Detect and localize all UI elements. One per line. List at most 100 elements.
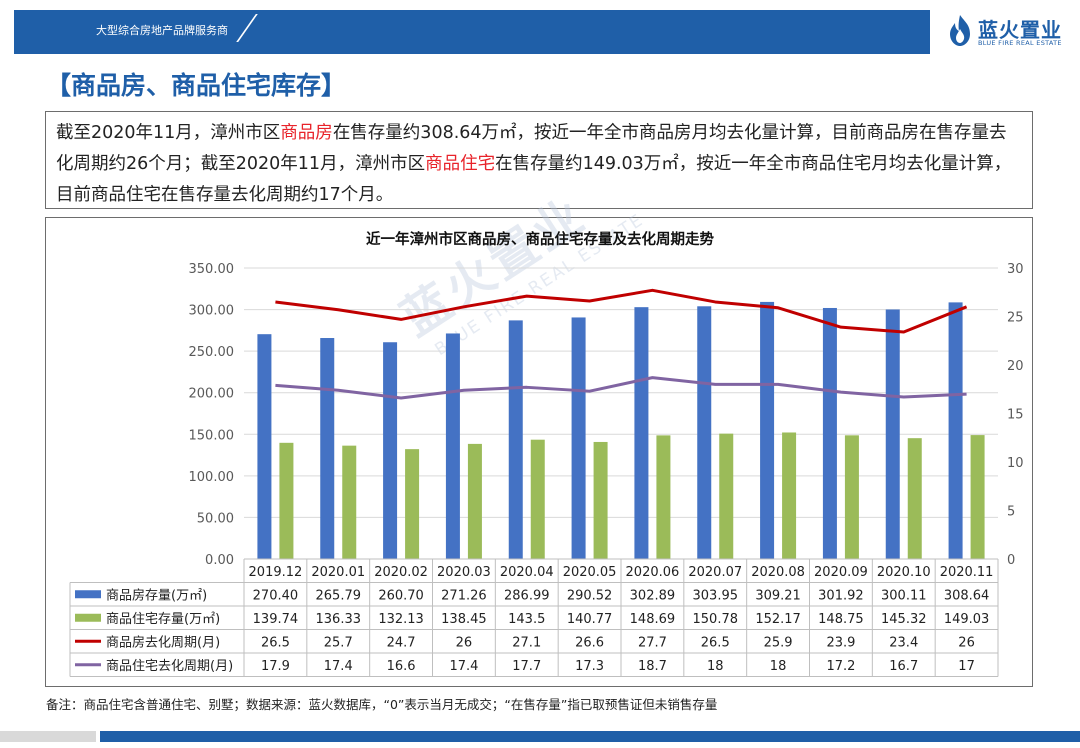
y-tick-left: 250.00	[189, 345, 235, 360]
data-label: 26	[958, 635, 975, 650]
y-tick-right: 0	[1007, 553, 1015, 568]
legend-label: 商品住宅存量(万㎡)	[106, 612, 220, 627]
bar-commercial-stock	[760, 301, 775, 559]
x-tick-label: 2020.03	[437, 565, 491, 580]
data-label: 145.32	[881, 612, 927, 627]
data-label: 17.7	[512, 659, 541, 674]
legend-label: 商品住宅去化周期(月)	[106, 659, 233, 674]
data-label: 18.7	[638, 659, 667, 674]
data-label: 18	[770, 659, 787, 674]
bar-commercial-stock	[383, 342, 398, 559]
line-residential-cycle	[275, 376, 967, 400]
x-tick-label: 2020.07	[688, 565, 742, 580]
data-label: 290.52	[567, 588, 613, 603]
bar-commercial-stock	[885, 309, 900, 559]
y-tick-right: 30	[1007, 262, 1024, 277]
y-tick-left: 200.00	[189, 387, 235, 402]
data-label: 308.64	[944, 588, 990, 603]
data-label: 303.95	[693, 588, 739, 603]
x-tick-label: 2020.11	[940, 565, 994, 580]
data-label: 17.4	[324, 659, 353, 674]
logo-subtext: BLUE FIRE REAL ESTATE	[978, 39, 1062, 47]
data-label: 26.5	[261, 635, 290, 650]
bar-commercial-stock	[697, 306, 712, 559]
y-tick-left: 150.00	[189, 428, 235, 443]
bar-commercial-stock	[948, 302, 963, 559]
data-label: 300.11	[881, 588, 927, 603]
bar-commercial-stock	[634, 307, 649, 559]
data-label: 17.9	[261, 659, 290, 674]
bar-residential-stock	[719, 433, 734, 559]
data-label: 148.69	[630, 612, 676, 627]
bar-residential-stock	[593, 441, 608, 559]
bar-residential-stock	[782, 432, 797, 559]
summary-highlight-commercial: 商品房	[280, 123, 333, 143]
summary-text-1: 截至2020年11月，漳州市区	[56, 123, 281, 143]
data-label: 17.4	[449, 659, 478, 674]
data-label: 139.74	[253, 612, 299, 627]
x-tick-label: 2020.04	[500, 565, 554, 580]
y-tick-left: 300.00	[189, 304, 235, 319]
line-commercial-cycle	[275, 288, 968, 334]
data-label: 17.2	[826, 659, 855, 674]
y-tick-right: 20	[1007, 359, 1024, 374]
data-label: 17	[958, 659, 975, 674]
y-tick-right: 25	[1007, 311, 1024, 326]
data-label: 302.89	[630, 588, 676, 603]
y-tick-right: 10	[1007, 456, 1024, 471]
data-label: 309.21	[755, 588, 801, 603]
data-label: 17.3	[575, 659, 604, 674]
data-label: 23.4	[889, 635, 918, 650]
x-tick-label: 2020.02	[374, 565, 428, 580]
data-label: 26.6	[575, 635, 604, 650]
footer-bar	[100, 731, 1080, 742]
x-tick-label: 2019.12	[249, 565, 303, 580]
bar-residential-stock	[467, 443, 482, 559]
data-label: 136.33	[316, 612, 362, 627]
x-tick-label: 2020.09	[814, 565, 868, 580]
data-label: 26.5	[701, 635, 730, 650]
data-label: 25.9	[764, 635, 793, 650]
y-tick-left: 350.00	[189, 262, 235, 277]
bar-commercial-stock	[445, 333, 460, 559]
bar-commercial-stock	[320, 338, 335, 559]
data-label: 148.75	[818, 612, 864, 627]
x-tick-label: 2020.01	[311, 565, 365, 580]
data-label: 265.79	[316, 588, 362, 603]
data-label: 23.9	[826, 635, 855, 650]
y-tick-left: 50.00	[197, 511, 234, 526]
footnote: 备注：商品住宅含普通住宅、别墅；数据来源：蓝火数据库，“0”表示当月无成交；“在…	[46, 697, 718, 712]
data-label: 152.17	[755, 612, 801, 627]
data-label: 24.7	[387, 635, 416, 650]
data-label: 260.70	[378, 588, 424, 603]
data-label: 16.7	[889, 659, 918, 674]
y-tick-right: 15	[1007, 408, 1024, 423]
summary-box: 截至2020年11月，漳州市区商品房在售存量约308.64万㎡，按近一年全市商品…	[45, 111, 1033, 209]
x-tick-label: 2020.10	[877, 565, 931, 580]
bar-residential-stock	[970, 435, 985, 559]
data-label: 16.6	[387, 659, 416, 674]
bar-commercial-stock	[822, 307, 837, 559]
logo-text: 蓝火置业	[978, 18, 1062, 42]
x-tick-label: 2020.05	[563, 565, 617, 580]
data-label: 150.78	[693, 612, 739, 627]
legend-swatch	[75, 613, 101, 622]
page-title: 【商品房、商品住宅库存】	[46, 71, 347, 100]
bar-commercial-stock	[571, 317, 586, 559]
data-label: 271.26	[441, 588, 487, 603]
legend-label: 商品房存量(万㎡)	[106, 587, 207, 603]
bar-commercial-stock	[508, 320, 523, 559]
data-label: 27.1	[512, 635, 541, 650]
data-label: 18	[707, 659, 724, 674]
summary-text-2: 在售存量约308.64万㎡，按近一年全市商品房月均去化量计算，目前商品房在售存量…	[56, 123, 1007, 174]
bar-residential-stock	[656, 435, 671, 559]
legend-swatch	[75, 590, 101, 599]
data-label: 140.77	[567, 612, 613, 627]
bar-commercial-stock	[257, 334, 272, 559]
data-label: 149.03	[944, 612, 990, 627]
data-label: 27.7	[638, 635, 667, 650]
data-label: 301.92	[818, 588, 864, 603]
data-label: 25.7	[324, 635, 353, 650]
bar-residential-stock	[342, 445, 357, 559]
x-tick-label: 2020.08	[751, 565, 805, 580]
